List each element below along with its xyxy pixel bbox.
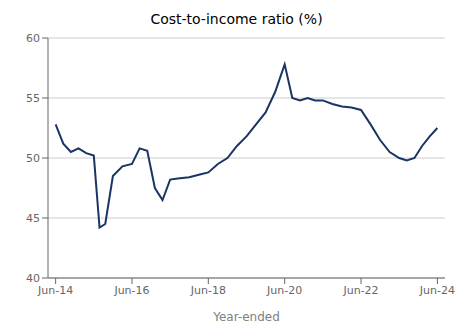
svg-text:45: 45 xyxy=(26,212,40,225)
svg-text:Jun-22: Jun-22 xyxy=(342,284,378,297)
svg-text:Jun-14: Jun-14 xyxy=(37,284,73,297)
svg-text:60: 60 xyxy=(26,32,40,45)
svg-text:Jun-24: Jun-24 xyxy=(419,284,455,297)
svg-text:50: 50 xyxy=(26,152,40,165)
svg-text:Jun-18: Jun-18 xyxy=(190,284,226,297)
svg-text:55: 55 xyxy=(26,92,40,105)
svg-text:40: 40 xyxy=(26,272,40,285)
svg-text:Year-ended: Year-ended xyxy=(212,310,280,324)
svg-text:Jun-16: Jun-16 xyxy=(113,284,149,297)
html-text:Cost-to-income ratio (%): Cost-to-income ratio (%) xyxy=(150,11,323,27)
svg-text:Jun-20: Jun-20 xyxy=(266,284,302,297)
